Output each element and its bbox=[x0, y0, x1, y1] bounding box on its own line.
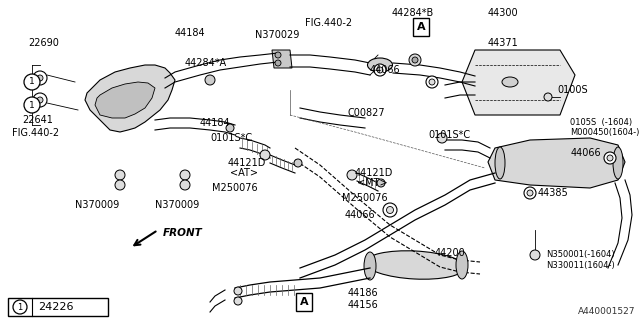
Text: 44371: 44371 bbox=[488, 38, 519, 48]
Text: 0100S: 0100S bbox=[557, 85, 588, 95]
Text: 0105S  (-1604): 0105S (-1604) bbox=[570, 118, 632, 127]
Text: FRONT: FRONT bbox=[163, 228, 203, 238]
Text: A: A bbox=[417, 22, 426, 32]
Circle shape bbox=[374, 64, 386, 76]
Text: N330011(1604-): N330011(1604-) bbox=[546, 261, 615, 270]
Ellipse shape bbox=[367, 58, 392, 72]
Circle shape bbox=[234, 287, 242, 295]
Text: 44184: 44184 bbox=[175, 28, 205, 38]
Circle shape bbox=[412, 57, 418, 63]
Polygon shape bbox=[95, 82, 155, 118]
Text: N350001(-1604): N350001(-1604) bbox=[546, 250, 614, 259]
Circle shape bbox=[37, 75, 43, 81]
Text: 44186: 44186 bbox=[348, 288, 379, 298]
Circle shape bbox=[377, 179, 385, 187]
Circle shape bbox=[377, 67, 383, 73]
Circle shape bbox=[524, 187, 536, 199]
Circle shape bbox=[294, 159, 302, 167]
Text: 44200: 44200 bbox=[435, 248, 466, 258]
Text: A: A bbox=[300, 297, 308, 307]
Circle shape bbox=[260, 150, 270, 160]
Polygon shape bbox=[488, 138, 625, 188]
Circle shape bbox=[607, 155, 613, 161]
Circle shape bbox=[180, 170, 190, 180]
Text: 0101S*C: 0101S*C bbox=[210, 133, 252, 143]
Text: M250076: M250076 bbox=[212, 183, 258, 193]
Text: N370029: N370029 bbox=[255, 30, 300, 40]
FancyBboxPatch shape bbox=[296, 293, 312, 311]
Circle shape bbox=[387, 206, 394, 213]
Text: 44066: 44066 bbox=[571, 148, 602, 158]
Polygon shape bbox=[462, 50, 575, 115]
Circle shape bbox=[527, 190, 533, 196]
Text: FIG.440-2: FIG.440-2 bbox=[305, 18, 352, 28]
Ellipse shape bbox=[456, 251, 468, 279]
Circle shape bbox=[37, 97, 43, 103]
Text: 44066: 44066 bbox=[370, 65, 401, 75]
Text: FIG.440-2: FIG.440-2 bbox=[12, 128, 59, 138]
Text: 44284*A: 44284*A bbox=[185, 58, 227, 68]
Circle shape bbox=[115, 170, 125, 180]
Text: <AT>: <AT> bbox=[230, 168, 258, 178]
Circle shape bbox=[383, 203, 397, 217]
Circle shape bbox=[409, 54, 421, 66]
Circle shape bbox=[530, 250, 540, 260]
Text: 44066: 44066 bbox=[345, 210, 376, 220]
Text: 44156: 44156 bbox=[348, 300, 379, 310]
Circle shape bbox=[429, 79, 435, 85]
Text: 1: 1 bbox=[17, 302, 22, 311]
Text: 44121D: 44121D bbox=[228, 158, 266, 168]
Circle shape bbox=[347, 170, 357, 180]
Circle shape bbox=[226, 124, 234, 132]
Circle shape bbox=[234, 297, 242, 305]
FancyBboxPatch shape bbox=[413, 18, 429, 36]
Ellipse shape bbox=[502, 77, 518, 87]
Text: 22641: 22641 bbox=[22, 115, 53, 125]
Ellipse shape bbox=[365, 251, 465, 279]
Text: C00827: C00827 bbox=[348, 108, 386, 118]
Text: 24226: 24226 bbox=[38, 302, 74, 312]
Text: M000450(1604-): M000450(1604-) bbox=[570, 128, 639, 137]
Polygon shape bbox=[272, 50, 292, 68]
Text: N370009: N370009 bbox=[75, 200, 119, 210]
Circle shape bbox=[205, 75, 215, 85]
Text: 0101S*C: 0101S*C bbox=[428, 130, 470, 140]
Circle shape bbox=[275, 52, 281, 58]
Circle shape bbox=[33, 71, 47, 85]
Text: 44121D: 44121D bbox=[355, 168, 394, 178]
Circle shape bbox=[544, 93, 552, 101]
Text: M250076: M250076 bbox=[342, 193, 388, 203]
Circle shape bbox=[115, 180, 125, 190]
Text: 1: 1 bbox=[29, 100, 35, 109]
Ellipse shape bbox=[364, 252, 376, 280]
Circle shape bbox=[180, 180, 190, 190]
Circle shape bbox=[33, 93, 47, 107]
Text: 22690: 22690 bbox=[28, 38, 59, 48]
Ellipse shape bbox=[495, 147, 505, 179]
Text: 44284*B: 44284*B bbox=[392, 8, 435, 18]
Text: 1: 1 bbox=[29, 77, 35, 86]
Circle shape bbox=[275, 60, 281, 66]
Circle shape bbox=[13, 300, 27, 314]
Text: 44184: 44184 bbox=[200, 118, 230, 128]
Text: <MT>: <MT> bbox=[357, 178, 388, 188]
Circle shape bbox=[24, 97, 40, 113]
Polygon shape bbox=[85, 65, 175, 132]
Text: 44300: 44300 bbox=[488, 8, 518, 18]
Circle shape bbox=[24, 74, 40, 90]
Text: 44385: 44385 bbox=[538, 188, 569, 198]
Text: N370009: N370009 bbox=[155, 200, 199, 210]
Text: A440001527: A440001527 bbox=[577, 307, 635, 316]
Circle shape bbox=[604, 152, 616, 164]
Circle shape bbox=[426, 76, 438, 88]
Ellipse shape bbox=[613, 147, 623, 179]
Circle shape bbox=[437, 133, 447, 143]
FancyBboxPatch shape bbox=[8, 298, 108, 316]
